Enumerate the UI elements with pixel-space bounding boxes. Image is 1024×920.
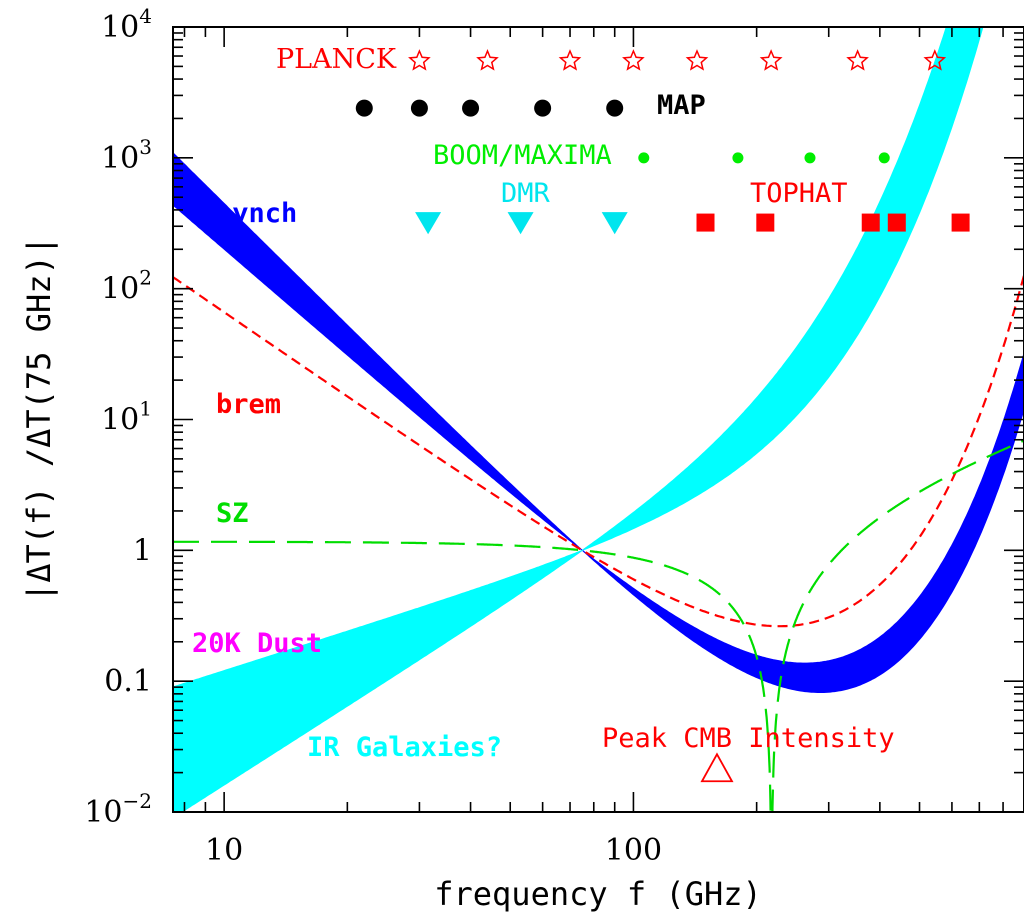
dmr-label: DMR [501,178,551,209]
tophat-marker [756,213,775,232]
boom-maxima-label: BOOM/MAXIMA [433,140,612,171]
tophat-marker [861,213,880,232]
x-tick-label: 100 [605,833,662,868]
map-marker [534,99,552,117]
y-tick-label: 10−2 [84,789,152,830]
boom-marker [804,152,816,164]
axis-ticks: 10 100 104 103 102 101 1 0.1 10−2 [84,4,1024,868]
x-axis-title: frequency f (GHz) [434,875,762,913]
dust-label: 20K Dust [192,628,322,659]
planck-marker [923,49,947,71]
brem-line [173,275,1024,628]
map-marker [462,99,480,117]
planck-marker [622,49,645,71]
y-tick-label: 0.1 [104,664,152,699]
synch-band [173,152,1024,693]
bands-layer [173,27,1024,812]
y-tick-label: 101 [101,397,152,438]
tophat-marker [887,213,906,232]
tophat-marker [951,213,970,232]
peak-cmb-label: Peak CMB Intensity [602,723,895,754]
boom-marker [878,152,890,164]
planck-marker [759,49,783,71]
map-label: MAP [657,90,706,121]
dmr-marker [415,212,442,235]
peak-marker [700,752,734,783]
y-tick-label: 1 [133,533,152,568]
planck-marker [408,49,431,71]
y-tick-label: 103 [101,135,152,176]
dmr-marker [601,212,628,235]
sz-label: SZ [216,498,249,529]
ir-galaxies-label: IR Galaxies? [307,732,502,763]
y-tick-label: 102 [101,266,152,307]
planck-marker [558,49,582,71]
planck-marker [476,49,499,71]
sz-line [173,439,1024,812]
dmr-marker [507,212,534,235]
brem-label: brem [216,389,281,420]
tophat-marker [696,213,715,232]
y-axis-title: |ΔT(f) /ΔT(75 GHz)| [20,236,58,602]
planck-label: PLANCK [276,44,397,75]
tophat-label: TOPHAT [750,178,848,209]
map-marker [355,99,373,117]
boom-marker [638,152,650,164]
chart-labels: frequency f (GHz) |ΔT(f) /ΔT(75 GHz)| sy… [20,44,895,913]
boom-marker [732,152,744,164]
map-marker [606,99,624,117]
ir-band [173,27,984,812]
synch-label: synch [216,198,297,229]
markers-layer [355,49,970,783]
x-tick-label: 10 [205,833,243,868]
planck-marker [685,49,709,71]
map-marker [410,99,428,117]
planck-marker [846,49,869,71]
y-tick-label: 104 [101,4,152,45]
lines-layer [173,275,1024,812]
